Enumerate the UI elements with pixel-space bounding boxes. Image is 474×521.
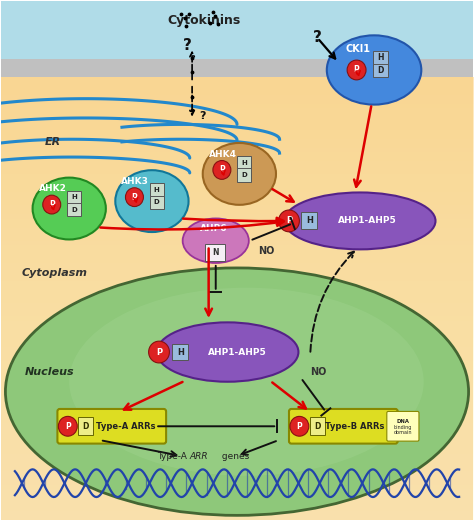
Text: H: H [306,216,313,226]
Text: D: D [82,422,89,431]
FancyBboxPatch shape [150,196,164,209]
Text: P: P [132,193,137,202]
Text: CKI1: CKI1 [345,44,370,54]
Text: AHK3: AHK3 [121,177,149,186]
Text: ARR: ARR [190,452,209,462]
Text: AHP1-AHP5: AHP1-AHP5 [208,348,266,356]
Ellipse shape [327,35,421,105]
FancyBboxPatch shape [301,213,318,229]
Ellipse shape [203,143,276,205]
Text: P: P [354,66,359,75]
Text: Type-A: Type-A [157,452,190,462]
Text: P: P [156,348,162,356]
Text: Type-B ARRs: Type-B ARRs [325,422,384,431]
Text: P: P [297,422,302,431]
Text: P: P [286,216,292,226]
Text: H: H [71,194,77,201]
Text: AHP1-AHP5: AHP1-AHP5 [337,216,396,226]
Circle shape [213,160,231,179]
Text: genes: genes [219,452,249,462]
Ellipse shape [69,288,424,476]
FancyBboxPatch shape [67,203,81,216]
Circle shape [43,195,61,214]
Text: D: D [71,207,77,213]
Bar [0,1,474,60]
Circle shape [58,416,77,436]
FancyBboxPatch shape [373,64,388,78]
Text: D: D [154,200,160,205]
Text: AHK2: AHK2 [39,184,67,193]
Text: domain: domain [393,430,412,435]
Circle shape [279,210,300,232]
Ellipse shape [284,192,436,250]
Text: P: P [65,422,71,431]
Text: H: H [177,348,184,356]
Text: H: H [377,53,383,62]
Text: H: H [154,187,160,193]
Ellipse shape [156,322,299,382]
Text: N: N [212,247,219,256]
FancyBboxPatch shape [387,412,419,441]
FancyBboxPatch shape [172,344,188,361]
Text: binding: binding [394,425,412,430]
FancyBboxPatch shape [373,51,388,65]
Ellipse shape [33,178,106,240]
FancyBboxPatch shape [150,183,164,196]
Text: ?: ? [183,38,192,53]
Text: P: P [49,200,55,209]
Text: ?: ? [199,110,206,120]
Circle shape [149,341,169,363]
Text: H: H [241,160,247,166]
Bar [0,78,474,520]
Ellipse shape [182,218,249,263]
Text: ?: ? [313,30,322,45]
Circle shape [347,60,366,80]
Text: NO: NO [310,367,327,377]
Text: D: D [314,422,320,431]
FancyBboxPatch shape [67,191,81,204]
Circle shape [126,188,144,206]
Text: Cytoplasm: Cytoplasm [22,268,88,278]
FancyBboxPatch shape [57,409,166,443]
FancyBboxPatch shape [237,156,251,169]
Text: NO: NO [258,245,274,256]
FancyBboxPatch shape [78,417,93,435]
Text: AHP6: AHP6 [200,224,227,233]
FancyBboxPatch shape [310,417,325,435]
Text: DNA: DNA [396,419,410,424]
Text: ER: ER [45,137,61,147]
Ellipse shape [5,268,469,515]
Ellipse shape [115,170,189,232]
Text: Cytokinins: Cytokinins [167,14,240,27]
Text: AHK4: AHK4 [209,150,237,158]
Circle shape [290,416,309,436]
FancyBboxPatch shape [237,168,251,182]
Text: Type-A ARRs: Type-A ARRs [96,422,155,431]
Bar [0,58,474,78]
Text: D: D [377,66,383,75]
Text: Nucleus: Nucleus [24,367,74,377]
FancyBboxPatch shape [205,244,225,260]
Text: D: D [241,172,247,178]
FancyBboxPatch shape [289,409,398,443]
Text: P: P [219,166,225,175]
